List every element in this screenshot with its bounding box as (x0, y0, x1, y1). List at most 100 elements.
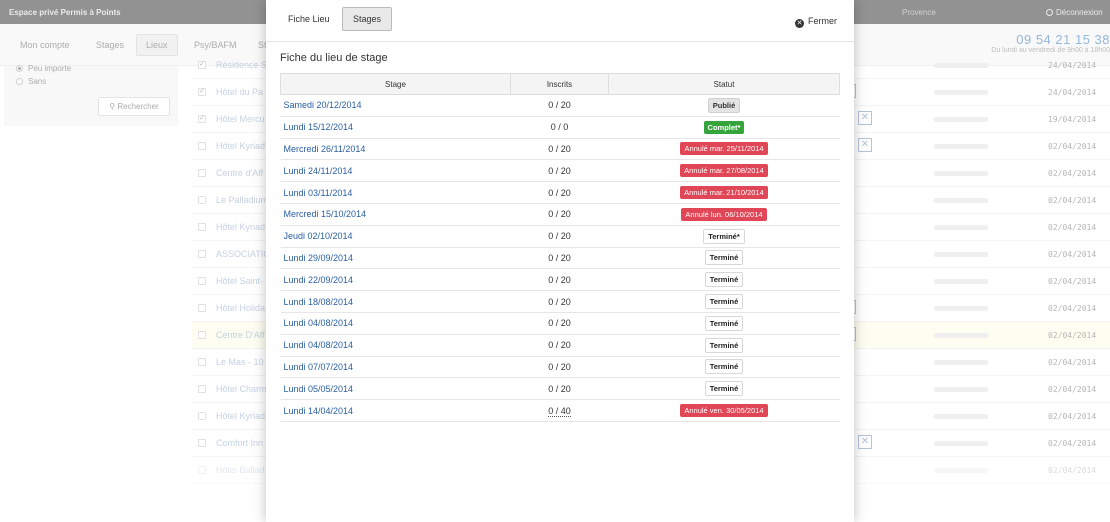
table-row: Lundi 05/05/2014 0 / 20 Terminé (280, 377, 840, 401)
table-row: Lundi 22/09/2014 0 / 20 Terminé (280, 268, 840, 292)
radio-icon (16, 65, 23, 72)
status-badge: Annulé lun. 06/10/2014 (681, 207, 767, 221)
row-checkbox[interactable] (198, 412, 206, 420)
inscrits-count: 0 / 20 (510, 203, 609, 226)
close-label: Fermer (808, 16, 837, 26)
tools-icon[interactable]: ✕ (858, 138, 872, 152)
modal-title: Fiche du lieu de stage (280, 52, 388, 64)
table-row: Lundi 29/09/2014 0 / 20 Terminé (280, 247, 840, 270)
row-checkbox[interactable] (198, 196, 206, 204)
row-checkbox[interactable] (198, 142, 206, 150)
status-badge: Annulé mar. 21/10/2014 (680, 186, 768, 200)
inscrits-count: 0 / 20 (510, 94, 609, 117)
tools-icon[interactable]: ✕ (858, 111, 872, 125)
inscrits-count: 0 / 0 (510, 116, 609, 139)
stage-date-link[interactable]: Lundi 14/04/2014 (280, 399, 511, 422)
stage-date-link[interactable]: Lundi 29/09/2014 (280, 247, 511, 270)
stage-date-link[interactable]: Samedi 20/12/2014 (280, 94, 511, 117)
stage-date-link[interactable]: Lundi 07/07/2014 (280, 356, 511, 379)
stage-date-link[interactable]: Mercredi 26/11/2014 (280, 138, 511, 161)
tools-icon[interactable]: ✕ (858, 435, 872, 449)
stage-date-link[interactable]: Lundi 04/08/2014 (280, 312, 511, 335)
row-checkbox[interactable]: ✓ (198, 61, 206, 69)
col-statut-header[interactable]: Statut (608, 73, 840, 95)
status-badge: Terminé (704, 337, 744, 353)
table-row: Lundi 07/07/2014 0 / 20 Terminé (280, 356, 840, 379)
close-button[interactable]: ✕ Fermer (795, 16, 837, 28)
stage-date-link[interactable]: Jeudi 02/10/2014 (280, 225, 511, 248)
inscrits-count: 0 / 20 (510, 290, 609, 313)
stages-table: Stage Inscrits Statut Samedi 20/12/2014 0… (280, 73, 840, 422)
status-badge: Annulé mar. 25/11/2014 (680, 142, 768, 156)
table-row: Samedi 20/12/2014 0 / 20 Publié (280, 94, 840, 117)
table-row: Lundi 15/12/2014 0 / 0 Complet* (280, 116, 840, 139)
stage-date-link[interactable]: Lundi 15/12/2014 (280, 116, 511, 139)
nav-stages[interactable]: Stages (96, 40, 125, 50)
modal-header: Fiche Lieu Stages ✕ Fermer (266, 0, 854, 42)
inscrits-count: 0 / 20 (510, 356, 609, 379)
status-badge: Terminé (704, 272, 744, 288)
status-badge: Terminé* (703, 228, 745, 244)
col-inscrits-header[interactable]: Inscrits (510, 73, 609, 95)
table-row: Mercredi 26/11/2014 0 / 20 Annulé mar. 25/… (280, 138, 840, 161)
logout-link[interactable]: Déconnexion (1046, 8, 1103, 17)
row-checkbox[interactable] (198, 169, 206, 177)
status-badge: Terminé (704, 381, 744, 397)
inscrits-count: 0 / 20 (510, 334, 609, 357)
row-checkbox[interactable] (198, 277, 206, 285)
tab-fiche-lieu[interactable]: Fiche Lieu (288, 14, 330, 24)
col-stage-header[interactable]: Stage (280, 73, 511, 95)
status-badge: Terminé (704, 294, 744, 310)
stage-date-link[interactable]: Lundi 04/08/2014 (280, 334, 511, 357)
row-checkbox[interactable] (198, 358, 206, 366)
inscrits-count: 0 / 20 (510, 377, 609, 401)
inscrits-count[interactable]: 0 / 40 (548, 405, 571, 417)
filter-sidebar (4, 66, 178, 126)
stage-date-link[interactable]: Lundi 22/09/2014 (280, 268, 511, 292)
phone-number: 09 54 21 15 38 (1016, 32, 1110, 47)
tab-stages[interactable]: Stages (342, 7, 393, 31)
inscrits-count: 0 / 20 (510, 247, 609, 270)
status-badge: Publié (707, 97, 741, 113)
status-badge: Terminé (704, 359, 744, 375)
inscrits-count: 0 / 20 (510, 181, 609, 204)
table-row: Lundi 04/08/2014 0 / 20 Terminé (280, 334, 840, 357)
status-badge: Complet* (703, 120, 745, 134)
table-row: Lundi 24/11/2014 0 / 20 Annulé mar. 27/08/… (280, 159, 840, 183)
stage-date-link[interactable]: Lundi 03/11/2014 (280, 181, 511, 204)
nav-st[interactable]: St (258, 40, 267, 50)
table-row: Lundi 18/08/2014 0 / 20 Terminé (280, 290, 840, 313)
stage-date-link[interactable]: Mercredi 15/10/2014 (280, 203, 511, 226)
close-icon: ✕ (795, 19, 804, 28)
row-checkbox[interactable] (198, 304, 206, 312)
status-badge: Annulé mar. 27/08/2014 (680, 164, 768, 178)
inscrits-count: 0 / 20 (510, 268, 609, 292)
radio-sans[interactable]: Sans (16, 77, 46, 86)
table-row: Lundi 14/04/2014 0 / 40 Annulé ven. 30/05/… (280, 399, 840, 422)
row-checkbox[interactable] (198, 331, 206, 339)
table-row: Lundi 03/11/2014 0 / 20 Annulé mar. 21/10/… (280, 181, 840, 204)
row-checkbox[interactable] (198, 439, 206, 447)
stage-date-link[interactable]: Lundi 18/08/2014 (280, 290, 511, 313)
nav-mon-compte[interactable]: Mon compte (20, 40, 70, 50)
brand-title: Espace privé Permis à Points (9, 8, 121, 17)
stage-date-link[interactable]: Lundi 24/11/2014 (280, 159, 511, 183)
opening-hours: Du lundi au vendredi de 9h00 à 18h00 (991, 47, 1110, 54)
search-button[interactable]: ⚲ Rechercher (98, 97, 170, 116)
row-checkbox[interactable]: ✓ (198, 115, 206, 123)
stage-date-link[interactable]: Lundi 05/05/2014 (280, 377, 511, 401)
nav-psy-bafm[interactable]: Psy/BAFM (194, 40, 237, 50)
row-checkbox[interactable]: ✓ (198, 88, 206, 96)
search-icon: ⚲ (109, 102, 118, 111)
status-badge: Terminé (704, 250, 744, 266)
user-label: Provence (902, 8, 936, 17)
row-checkbox[interactable] (198, 223, 206, 231)
inscrits-count: 0 / 20 (510, 159, 609, 183)
row-checkbox[interactable] (198, 250, 206, 258)
radio-peu-importe[interactable]: Peu importe (16, 64, 71, 73)
row-checkbox[interactable] (198, 466, 206, 474)
nav-lieux[interactable]: Lieux (136, 34, 178, 56)
status-badge: Annulé ven. 30/05/2014 (680, 404, 768, 418)
row-checkbox[interactable] (198, 385, 206, 393)
table-row: Mercredi 15/10/2014 0 / 20 Annulé lun. 06/… (280, 203, 840, 226)
